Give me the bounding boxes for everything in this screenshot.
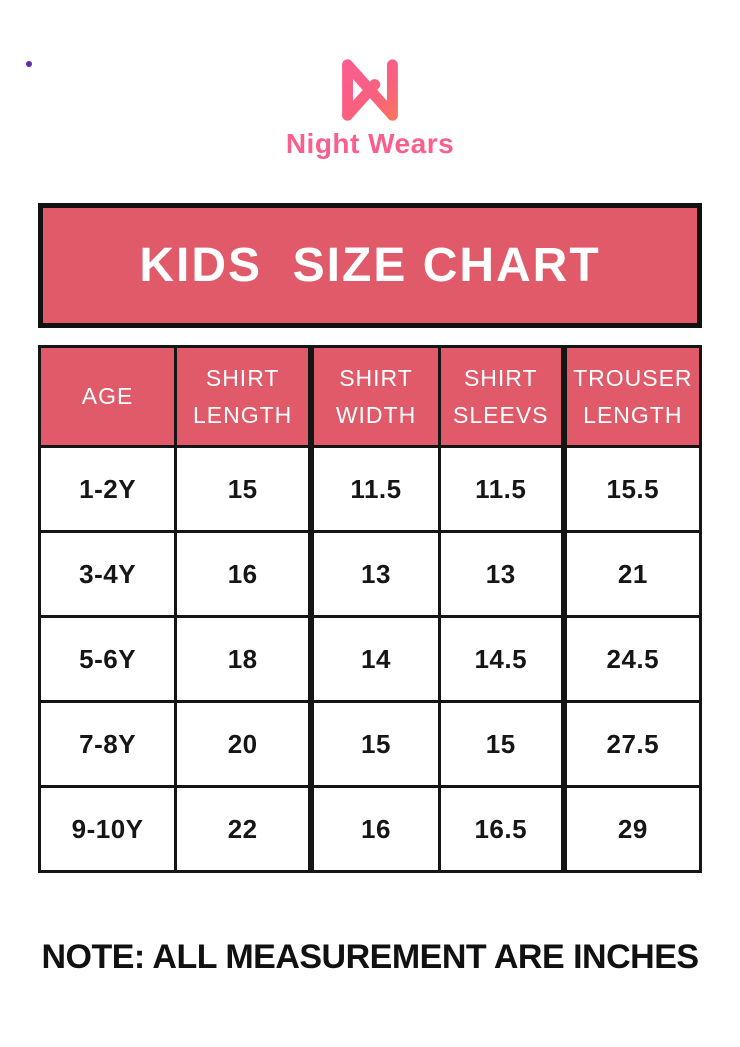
size-cell: 21 [560,530,702,618]
size-cell: 15 [308,700,441,788]
table-row: 7-8Y 20 15 15 27.5 [37,700,702,788]
header-shirt-width: SHIRT WIDTH [308,345,441,448]
age-cell: 3-4Y [37,530,178,618]
nw-monogram-icon [342,59,398,121]
age-cell: 1-2Y [37,445,178,533]
table-row: 1-2Y 15 11.5 11.5 15.5 [37,445,702,533]
size-cell: 15 [174,445,313,533]
page-title: KIDS SIZE CHART [139,239,601,292]
size-cell: 15 [437,700,566,788]
size-cell: 27.5 [560,700,702,788]
size-cell: 22 [174,785,313,873]
size-cell: 13 [308,530,441,618]
table-row: 9-10Y 22 16 16.5 29 [37,785,702,873]
measurement-note: NOTE: ALL MEASUREMENT ARE INCHES [41,938,699,976]
size-cell: 16.5 [437,785,566,873]
age-cell: 9-10Y [37,785,178,873]
size-cell: 20 [174,700,313,788]
header-shirt-length: SHIRT LENGTH [174,345,313,448]
size-cell: 14.5 [437,615,566,703]
size-cell: 15.5 [560,445,702,533]
header-age: AGE [37,345,178,448]
table-header-row: AGE SHIRT LENGTH SHIRT WIDTH SHIRT SLEEV… [37,345,702,448]
size-chart-table: AGE SHIRT LENGTH SHIRT WIDTH SHIRT SLEEV… [37,345,702,873]
size-cell: 11.5 [308,445,441,533]
size-cell: 24.5 [560,615,702,703]
age-cell: 7-8Y [37,700,178,788]
table-row: 5-6Y 18 14 14.5 24.5 [37,615,702,703]
header-trouser-length: TROUSER LENGTH [560,345,702,448]
brand-logo: Night Wears [0,56,740,161]
size-cell: 18 [174,615,313,703]
brand-name: Night Wears [285,128,455,159]
title-banner: KIDS SIZE CHART [38,203,702,328]
size-cell: 16 [308,785,441,873]
size-cell: 13 [437,530,566,618]
table-row: 3-4Y 16 13 13 21 [37,530,702,618]
size-cell: 14 [308,615,441,703]
age-cell: 5-6Y [37,615,178,703]
i-dot-accent [26,61,32,67]
header-shirt-sleevs: SHIRT SLEEVS [437,345,566,448]
size-cell: 16 [174,530,313,618]
size-cell: 11.5 [437,445,566,533]
size-cell: 29 [560,785,702,873]
